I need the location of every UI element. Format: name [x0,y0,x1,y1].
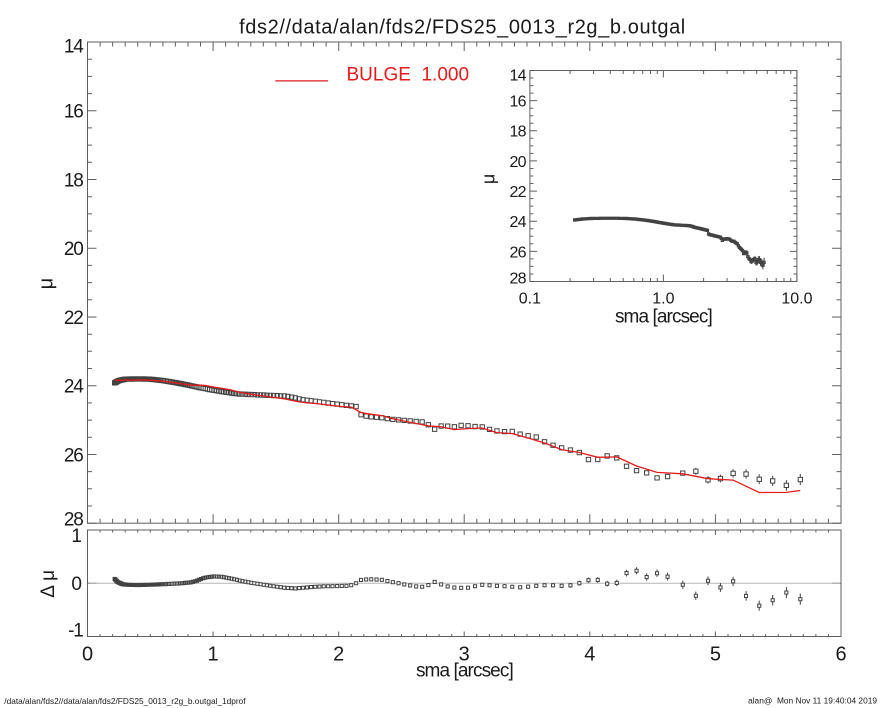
svg-text:alan@ Mon Nov 11 19:40:04 201: alan@ Mon Nov 11 19:40:04 2019 [748,696,877,706]
svg-text:/data/alan/fds2//data/alan/fds: /data/alan/fds2//data/alan/fds2/FDS25_00… [4,696,246,706]
svg-text:18: 18 [509,124,526,141]
svg-text:4: 4 [584,643,595,665]
svg-text:24: 24 [509,214,526,231]
svg-text:1: 1 [208,643,219,665]
svg-text:3: 3 [459,643,470,665]
svg-text:5: 5 [710,643,721,665]
svg-text:20: 20 [509,154,526,171]
svg-text:26: 26 [64,445,83,466]
svg-text:6: 6 [835,643,846,665]
svg-text:16: 16 [509,94,526,111]
svg-text:18: 18 [64,170,83,191]
svg-text:μ: μ [35,278,57,290]
svg-text:1: 1 [71,526,82,547]
svg-text:Δ μ: Δ μ [38,570,59,598]
svg-text:28: 28 [64,510,83,531]
svg-text:BULGE 1.000: BULGE 1.000 [347,64,470,85]
svg-text:-1: -1 [68,621,83,642]
svg-text:10.0: 10.0 [781,291,812,308]
svg-text:2: 2 [333,643,344,665]
svg-text:28: 28 [509,270,526,287]
svg-text:0.1: 0.1 [519,291,541,308]
svg-text:24: 24 [64,377,84,398]
svg-text:14: 14 [64,36,84,57]
svg-text:0: 0 [71,574,82,595]
svg-text:fds2//data/alan/fds2/FDS25_001: fds2//data/alan/fds2/FDS25_0013_r2g_b.ou… [239,17,686,39]
svg-text:26: 26 [509,244,526,261]
svg-text:μ: μ [478,174,498,184]
svg-text:sma [arcsec]: sma [arcsec] [615,306,712,327]
svg-text:1.0: 1.0 [652,291,674,308]
svg-text:14: 14 [509,67,526,84]
svg-text:22: 22 [64,308,83,329]
svg-text:22: 22 [509,184,526,201]
svg-text:0: 0 [82,643,93,665]
svg-text:sma [arcsec]: sma [arcsec] [416,660,513,681]
svg-text:16: 16 [64,102,83,123]
svg-text:20: 20 [64,239,83,260]
